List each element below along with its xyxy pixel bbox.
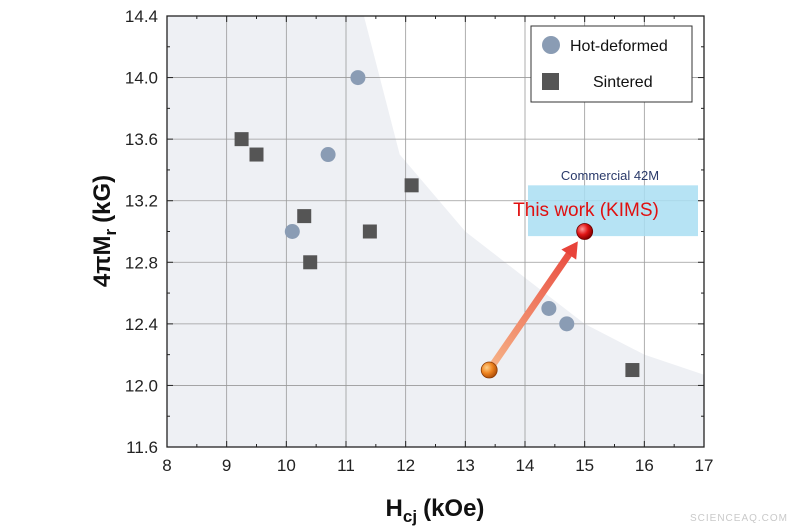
sintered-point [297, 209, 312, 224]
hot-deformed-point [541, 300, 557, 316]
legend-sintered-marker [542, 73, 559, 90]
x-tick-label: 12 [396, 456, 415, 475]
x-tick-label: 17 [695, 456, 714, 475]
grid [167, 16, 704, 447]
sintered-point [234, 132, 249, 147]
y-tick-label: 11.6 [126, 438, 158, 457]
y-tick-label: 14.4 [125, 7, 158, 26]
y-tick-label: 12.0 [125, 376, 158, 395]
hot-deformed-point [350, 70, 366, 86]
y-axis-title: 4πMr(kG) [89, 175, 120, 287]
arrow-head [561, 241, 578, 260]
legend-sintered-label: Sintered [593, 74, 653, 91]
this-work-label: This work (KIMS) [513, 200, 659, 221]
watermark: SCIENCEAQ.COM [689, 513, 788, 524]
y-tick-label: 12.4 [125, 315, 158, 334]
commercial-region-box [527, 185, 698, 237]
x-tick-label: 14 [516, 456, 535, 475]
x-axis-title: Hcj (kOe) [386, 495, 485, 526]
hot-deformed-point [320, 147, 336, 163]
shaded-region [167, 16, 704, 447]
this-work-point [576, 223, 594, 240]
plot-frame [166, 15, 705, 448]
x-tick-label: 13 [456, 456, 475, 475]
hot-deformed-point [559, 316, 575, 332]
data-points [234, 70, 640, 379]
x-tick-label: 10 [277, 456, 296, 475]
improvement-arrow [485, 241, 578, 374]
y-tick-label: 13.2 [125, 192, 158, 211]
sintered-point [249, 147, 264, 162]
sintered-point [404, 178, 419, 193]
tick-labels: 8 9 10 11 12 13 14 15 16 17 11.6 12.0 12.4 12.8 13.2 13… [125, 7, 714, 475]
x-tick-label: 15 [575, 456, 594, 475]
x-tick-label: 11 [337, 456, 355, 475]
y-tick-label: 13.6 [125, 130, 158, 149]
legend-hot-deformed-marker [542, 36, 560, 54]
sintered-point [625, 363, 640, 378]
sintered-point [303, 255, 318, 270]
hot-deformed-point [284, 224, 300, 239]
sintered-point [362, 224, 377, 239]
commercial-region-label: Commercial 42M [561, 168, 659, 183]
legend-hot-deformed-label: Hot-deformed [570, 38, 668, 55]
y-tick-label: 12.8 [125, 253, 158, 272]
start-point [480, 361, 498, 379]
legend: Hot-deformed Sintered [530, 25, 693, 103]
x-tick-label: 9 [222, 456, 231, 475]
x-tick-label: 16 [635, 456, 654, 475]
commercial-region [527, 185, 698, 237]
y-tick-label: 14.0 [125, 69, 158, 88]
arrow-shaft [485, 251, 573, 374]
x-tick-label: 8 [162, 456, 171, 475]
